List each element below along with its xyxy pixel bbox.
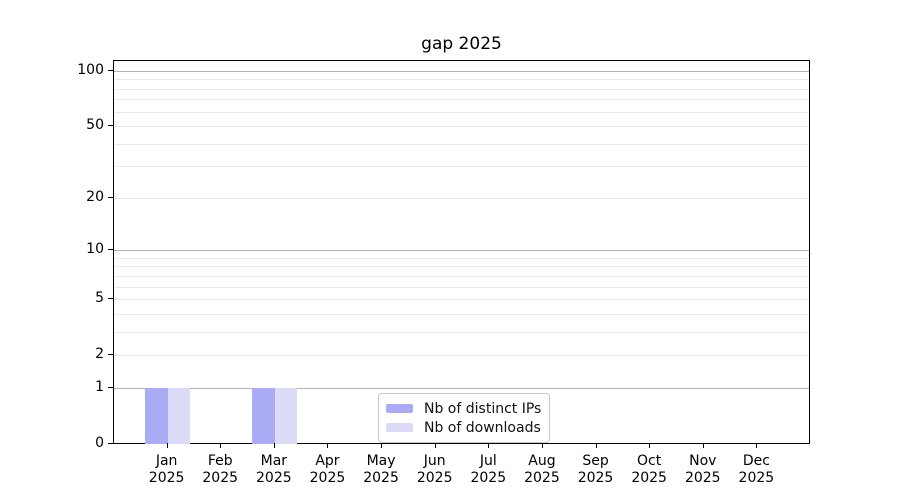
y-tick-100 <box>108 69 113 71</box>
plot-area <box>113 60 810 444</box>
x-tick-label-oct-2025: Oct 2025 <box>631 453 667 486</box>
y-gridline-minor-20 <box>114 197 809 199</box>
y-tick-label-0: 0 <box>95 435 104 451</box>
x-tick-jun-2025 <box>434 443 436 448</box>
x-tick-feb-2025 <box>220 443 222 448</box>
y-gridline-major-1 <box>114 387 809 389</box>
y-tick-1 <box>108 386 113 388</box>
legend-item-distinct-ips: Nb of distinct IPs <box>386 400 541 417</box>
y-tick-10 <box>108 249 113 251</box>
legend-label-downloads: Nb of downloads <box>424 419 541 436</box>
x-tick-apr-2025 <box>327 443 329 448</box>
y-gridline-minor-30 <box>114 166 809 168</box>
y-gridline-minor-7 <box>114 275 809 277</box>
y-gridline-minor-50 <box>114 126 809 128</box>
y-gridline-major-10 <box>114 250 809 252</box>
x-tick-sep-2025 <box>595 443 597 448</box>
y-tick-label-1: 1 <box>95 378 104 395</box>
y-gridline-minor-4 <box>114 313 809 315</box>
x-tick-label-nov-2025: Nov 2025 <box>684 453 721 486</box>
y-tick-label-100: 100 <box>77 61 104 78</box>
x-tick-label-jan-2025: Jan 2025 <box>148 453 185 486</box>
y-tick-5 <box>108 298 113 300</box>
y-tick-2 <box>108 354 113 356</box>
y-gridline-minor-80 <box>114 88 809 90</box>
bar-nb-of-distinct-ips-jan-2025 <box>145 387 168 444</box>
legend-item-downloads: Nb of downloads <box>386 419 541 436</box>
bar-nb-of-downloads-mar-2025 <box>274 387 298 444</box>
x-tick-label-aug-2025: Aug 2025 <box>524 453 560 486</box>
bar-nb-of-distinct-ips-mar-2025 <box>252 387 275 444</box>
legend: Nb of distinct IPs Nb of downloads <box>378 393 551 443</box>
y-tick-0 <box>108 443 113 444</box>
y-gridline-minor-60 <box>114 111 809 113</box>
x-tick-mar-2025 <box>273 443 275 448</box>
x-tick-label-may-2025: May 2025 <box>363 453 399 486</box>
x-tick-label-dec-2025: Dec 2025 <box>738 453 775 486</box>
legend-swatch-distinct-ips <box>386 404 413 413</box>
y-gridline-minor-40 <box>114 143 809 145</box>
y-tick-label-5: 5 <box>95 290 104 307</box>
y-gridline-major-100 <box>114 70 809 72</box>
y-gridline-minor-6 <box>114 286 809 288</box>
y-tick-label-2: 2 <box>95 346 104 363</box>
x-tick-label-sep-2025: Sep 2025 <box>577 453 614 486</box>
bar-nb-of-downloads-jan-2025 <box>167 387 191 444</box>
y-gridline-minor-3 <box>114 331 809 333</box>
x-tick-label-jun-2025: Jun 2025 <box>416 453 453 486</box>
legend-label-distinct-ips: Nb of distinct IPs <box>424 400 542 417</box>
y-gridline-minor-5 <box>114 299 809 301</box>
x-tick-jul-2025 <box>488 443 490 448</box>
y-gridline-minor-9 <box>114 257 809 259</box>
y-tick-label-10: 10 <box>86 241 104 258</box>
x-tick-label-mar-2025: Mar 2025 <box>256 453 292 486</box>
y-tick-50 <box>108 125 113 127</box>
x-tick-may-2025 <box>381 443 383 448</box>
y-gridline-minor-8 <box>114 266 809 268</box>
y-tick-label-20: 20 <box>86 188 104 205</box>
x-tick-nov-2025 <box>702 443 704 448</box>
legend-swatch-downloads <box>386 423 413 432</box>
x-tick-jan-2025 <box>166 443 168 448</box>
x-tick-dec-2025 <box>756 443 758 448</box>
y-tick-label-50: 50 <box>86 117 104 134</box>
y-gridline-minor-90 <box>114 79 809 81</box>
x-tick-oct-2025 <box>649 443 651 448</box>
x-tick-label-feb-2025: Feb 2025 <box>202 453 239 486</box>
chart-title: gap 2025 <box>421 34 502 54</box>
y-gridline-minor-2 <box>114 355 809 357</box>
y-gridline-minor-70 <box>114 99 809 101</box>
y-tick-20 <box>108 196 113 198</box>
x-tick-aug-2025 <box>541 443 543 448</box>
x-tick-label-apr-2025: Apr 2025 <box>309 453 346 486</box>
x-tick-label-jul-2025: Jul 2025 <box>470 453 507 486</box>
